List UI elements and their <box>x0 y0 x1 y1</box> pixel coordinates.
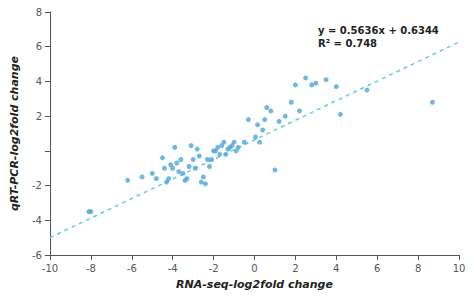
svg-text:RNA-seq-log2fold change: RNA-seq-log2fold change <box>176 278 333 291</box>
svg-text:-8: -8 <box>86 263 96 274</box>
svg-text:4: 4 <box>36 76 42 87</box>
svg-text:-4: -4 <box>32 215 42 226</box>
svg-text:2: 2 <box>36 111 42 122</box>
svg-text:6: 6 <box>374 263 380 274</box>
svg-text:4: 4 <box>333 263 339 274</box>
svg-text:8: 8 <box>415 263 421 274</box>
svg-text:qRT-PCR-log2fold change: qRT-PCR-log2fold change <box>8 55 21 211</box>
svg-text:8: 8 <box>36 7 42 18</box>
svg-text:0: 0 <box>251 263 257 274</box>
svg-text:R² = 0.748: R² = 0.748 <box>318 38 377 49</box>
svg-text:6: 6 <box>36 41 42 52</box>
svg-text:-6: -6 <box>127 263 137 274</box>
svg-text:2: 2 <box>292 263 298 274</box>
svg-text:-2: -2 <box>209 263 219 274</box>
svg-text:y = 0.5636x + 0.6344: y = 0.5636x + 0.6344 <box>318 25 439 36</box>
svg-text:-10: -10 <box>42 263 58 274</box>
svg-text:10: 10 <box>453 263 466 274</box>
svg-text:-6: -6 <box>32 250 42 261</box>
svg-text:-2: -2 <box>32 180 42 191</box>
svg-text:-4: -4 <box>168 263 178 274</box>
